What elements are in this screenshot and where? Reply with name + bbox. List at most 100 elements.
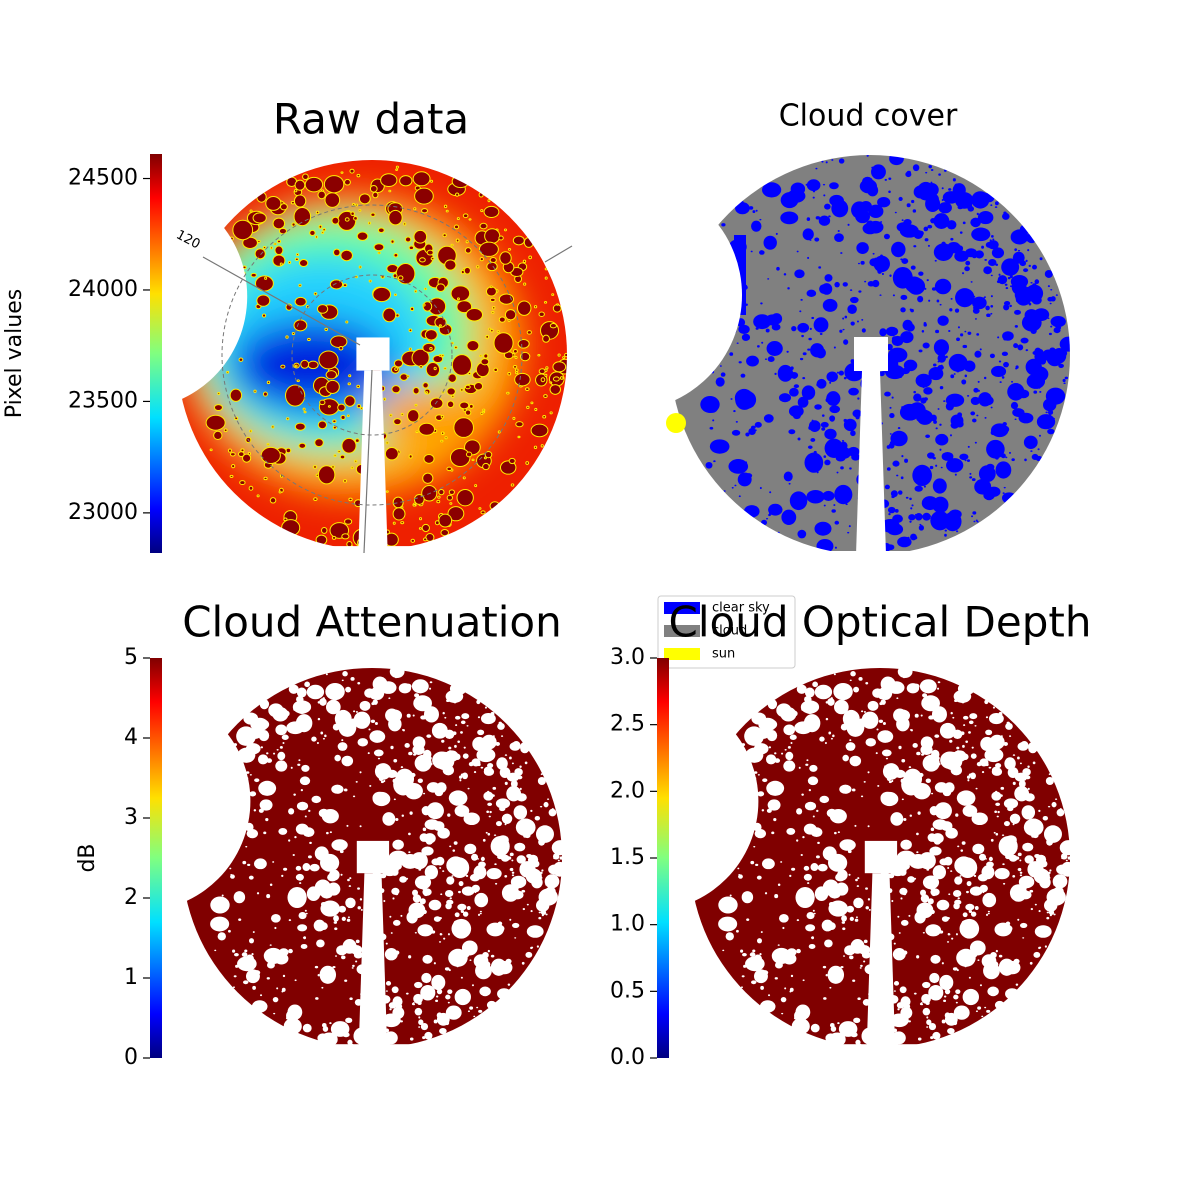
cloud-hole xyxy=(333,921,338,924)
cloud-hole xyxy=(855,916,858,919)
cloud-hole xyxy=(247,452,251,456)
cloud-hole xyxy=(1037,349,1044,355)
cloud-hole xyxy=(441,739,445,743)
cloud-hole xyxy=(1063,342,1067,346)
cloud-hole xyxy=(422,537,428,542)
cloud-hole xyxy=(446,387,456,396)
cloud-hole xyxy=(1027,787,1030,791)
cloud-hole xyxy=(372,868,381,877)
cloud-hole xyxy=(690,308,698,316)
cloud-hole xyxy=(834,484,853,505)
cloud-hole xyxy=(370,212,376,217)
cloud-hole xyxy=(823,194,826,197)
cloud-hole xyxy=(1013,343,1019,349)
cloud-hole xyxy=(994,206,998,209)
cloud-hole xyxy=(777,944,780,946)
cloud-hole xyxy=(262,391,268,397)
cloud-hole xyxy=(802,979,805,982)
cloud-hole xyxy=(828,215,831,218)
cloud-hole xyxy=(693,280,709,295)
cloud-hole xyxy=(900,919,909,926)
cloud-hole xyxy=(790,768,793,771)
cloud-hole xyxy=(889,152,904,166)
cloud-hole xyxy=(936,850,939,853)
cloud-hole xyxy=(985,753,989,758)
cloud-hole xyxy=(341,755,354,767)
cloud-hole xyxy=(466,340,480,352)
cloud-hole xyxy=(841,921,846,924)
cloud-hole xyxy=(844,315,848,319)
cloud-hole xyxy=(306,684,325,700)
cloud-hole xyxy=(833,682,853,701)
cloud-hole xyxy=(979,758,989,767)
cloud-hole xyxy=(385,490,389,493)
cloud-hole xyxy=(901,406,904,409)
cloud-hole xyxy=(849,739,852,742)
cloud-hole xyxy=(994,1000,1005,1010)
cloud-hole xyxy=(1005,287,1009,290)
cloud-hole xyxy=(898,932,901,934)
cloud-hole xyxy=(392,521,396,525)
cloud-hole xyxy=(519,765,522,768)
cloud-hole xyxy=(421,805,431,816)
cloud-hole xyxy=(834,281,840,288)
cloud-hole xyxy=(740,767,744,770)
cloud-hole xyxy=(866,154,869,157)
cloud-hole xyxy=(489,297,496,303)
cloud-hole xyxy=(366,453,385,470)
cloud-hole xyxy=(734,484,737,487)
cloud-hole xyxy=(952,750,967,762)
cloud-hole xyxy=(753,846,756,848)
cloud-hole xyxy=(822,183,826,186)
cloud-hole xyxy=(760,302,763,305)
cloud-hole xyxy=(548,879,555,884)
cloud-hole xyxy=(891,779,894,783)
cloud-hole xyxy=(302,1023,312,1033)
cloud-hole xyxy=(974,350,982,358)
cloud-hole xyxy=(263,831,267,835)
cloud-hole xyxy=(414,187,434,205)
cloud-hole xyxy=(544,276,548,280)
cloud-hole xyxy=(927,224,933,229)
cloud-hole xyxy=(990,295,993,298)
cloud-hole xyxy=(313,919,326,932)
cloud-hole xyxy=(1034,925,1052,938)
cloud-hole xyxy=(935,329,940,334)
cloud-hole xyxy=(288,839,291,842)
cloud-hole xyxy=(995,802,1001,807)
cloud-hole xyxy=(408,454,413,459)
cloud-hole xyxy=(425,362,441,378)
cloud-hole xyxy=(921,695,940,712)
cloud-hole xyxy=(399,373,409,381)
cloud-hole xyxy=(795,1004,811,1020)
cloud-hole xyxy=(294,364,298,368)
cloud-hole xyxy=(935,464,938,467)
cloud-hole xyxy=(274,926,277,930)
cloud-hole xyxy=(983,296,986,298)
cloud-hole xyxy=(534,407,538,412)
cloud-hole xyxy=(1007,276,1011,280)
cloud-hole xyxy=(961,700,965,704)
cloud-hole xyxy=(395,165,399,169)
cloud-hole xyxy=(503,228,508,232)
cloud-hole xyxy=(800,700,820,714)
cloud-hole xyxy=(791,1018,810,1035)
cloud-hole xyxy=(961,379,967,385)
cloud-hole xyxy=(849,916,854,921)
cloud-hole xyxy=(272,861,275,863)
cloud-hole xyxy=(367,954,384,969)
cloud-hole xyxy=(471,758,481,767)
cloud-hole xyxy=(422,827,427,832)
sky-image xyxy=(690,665,1078,1048)
cloud-hole xyxy=(1014,325,1018,328)
cloud-hole xyxy=(307,360,319,370)
cloud-hole xyxy=(759,1000,776,1013)
cloud-hole xyxy=(762,778,768,783)
cloud-hole xyxy=(929,465,934,470)
cloud-hole xyxy=(347,382,351,386)
cloud-hole xyxy=(842,317,845,320)
cloud-hole xyxy=(466,725,469,727)
cloud-hole xyxy=(249,774,252,776)
cloud-hole xyxy=(369,784,372,787)
cloud-hole xyxy=(288,948,293,954)
